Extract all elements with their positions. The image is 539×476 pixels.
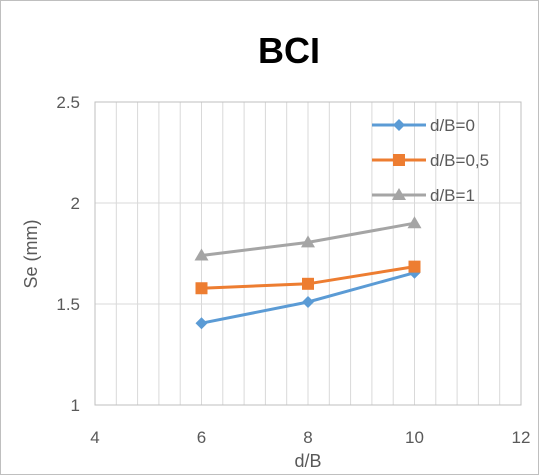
series-1 xyxy=(195,260,421,295)
data-point xyxy=(301,235,315,248)
data-point xyxy=(302,277,314,290)
y-tick-label: 1 xyxy=(71,396,80,415)
data-point xyxy=(195,282,208,295)
data-point xyxy=(194,248,209,261)
legend-marker xyxy=(392,188,406,200)
x-tick-label: 8 xyxy=(303,428,312,447)
y-tick-label: 1.5 xyxy=(56,295,80,314)
y-tick-label: 2.5 xyxy=(56,93,80,112)
data-point xyxy=(407,216,422,229)
x-axis-title: d/B xyxy=(294,451,321,471)
legend-item: d/B=0,5 xyxy=(372,151,489,170)
series-2 xyxy=(194,216,422,261)
legend: d/B=0 d/B=0,5 d/B=1 xyxy=(372,116,489,205)
legend-item: d/B=0 xyxy=(372,116,475,135)
legend-label: d/B=1 xyxy=(430,186,475,205)
x-tick-label: 12 xyxy=(512,428,531,447)
chart-title: BCI xyxy=(258,30,320,71)
legend-label: d/B=0,5 xyxy=(430,151,489,170)
legend-item: d/B=1 xyxy=(372,186,475,205)
y-axis-ticks: 1 1.5 2 2.5 xyxy=(56,93,80,415)
data-point xyxy=(302,295,314,308)
x-tick-label: 6 xyxy=(197,428,206,447)
plot-area-border xyxy=(94,101,522,406)
data-point xyxy=(195,317,208,330)
y-tick-label: 2 xyxy=(71,194,80,213)
data-point xyxy=(408,260,421,273)
legend-marker xyxy=(393,154,405,166)
x-axis-ticks: 4 6 8 10 12 xyxy=(90,428,530,447)
grid xyxy=(95,101,521,406)
legend-label: d/B=0 xyxy=(430,116,475,135)
x-tick-label: 4 xyxy=(90,428,99,447)
y-axis-title: Se (mm) xyxy=(21,220,41,289)
series-layer xyxy=(194,216,422,330)
legend-marker xyxy=(393,119,405,131)
x-tick-label: 10 xyxy=(405,428,424,447)
